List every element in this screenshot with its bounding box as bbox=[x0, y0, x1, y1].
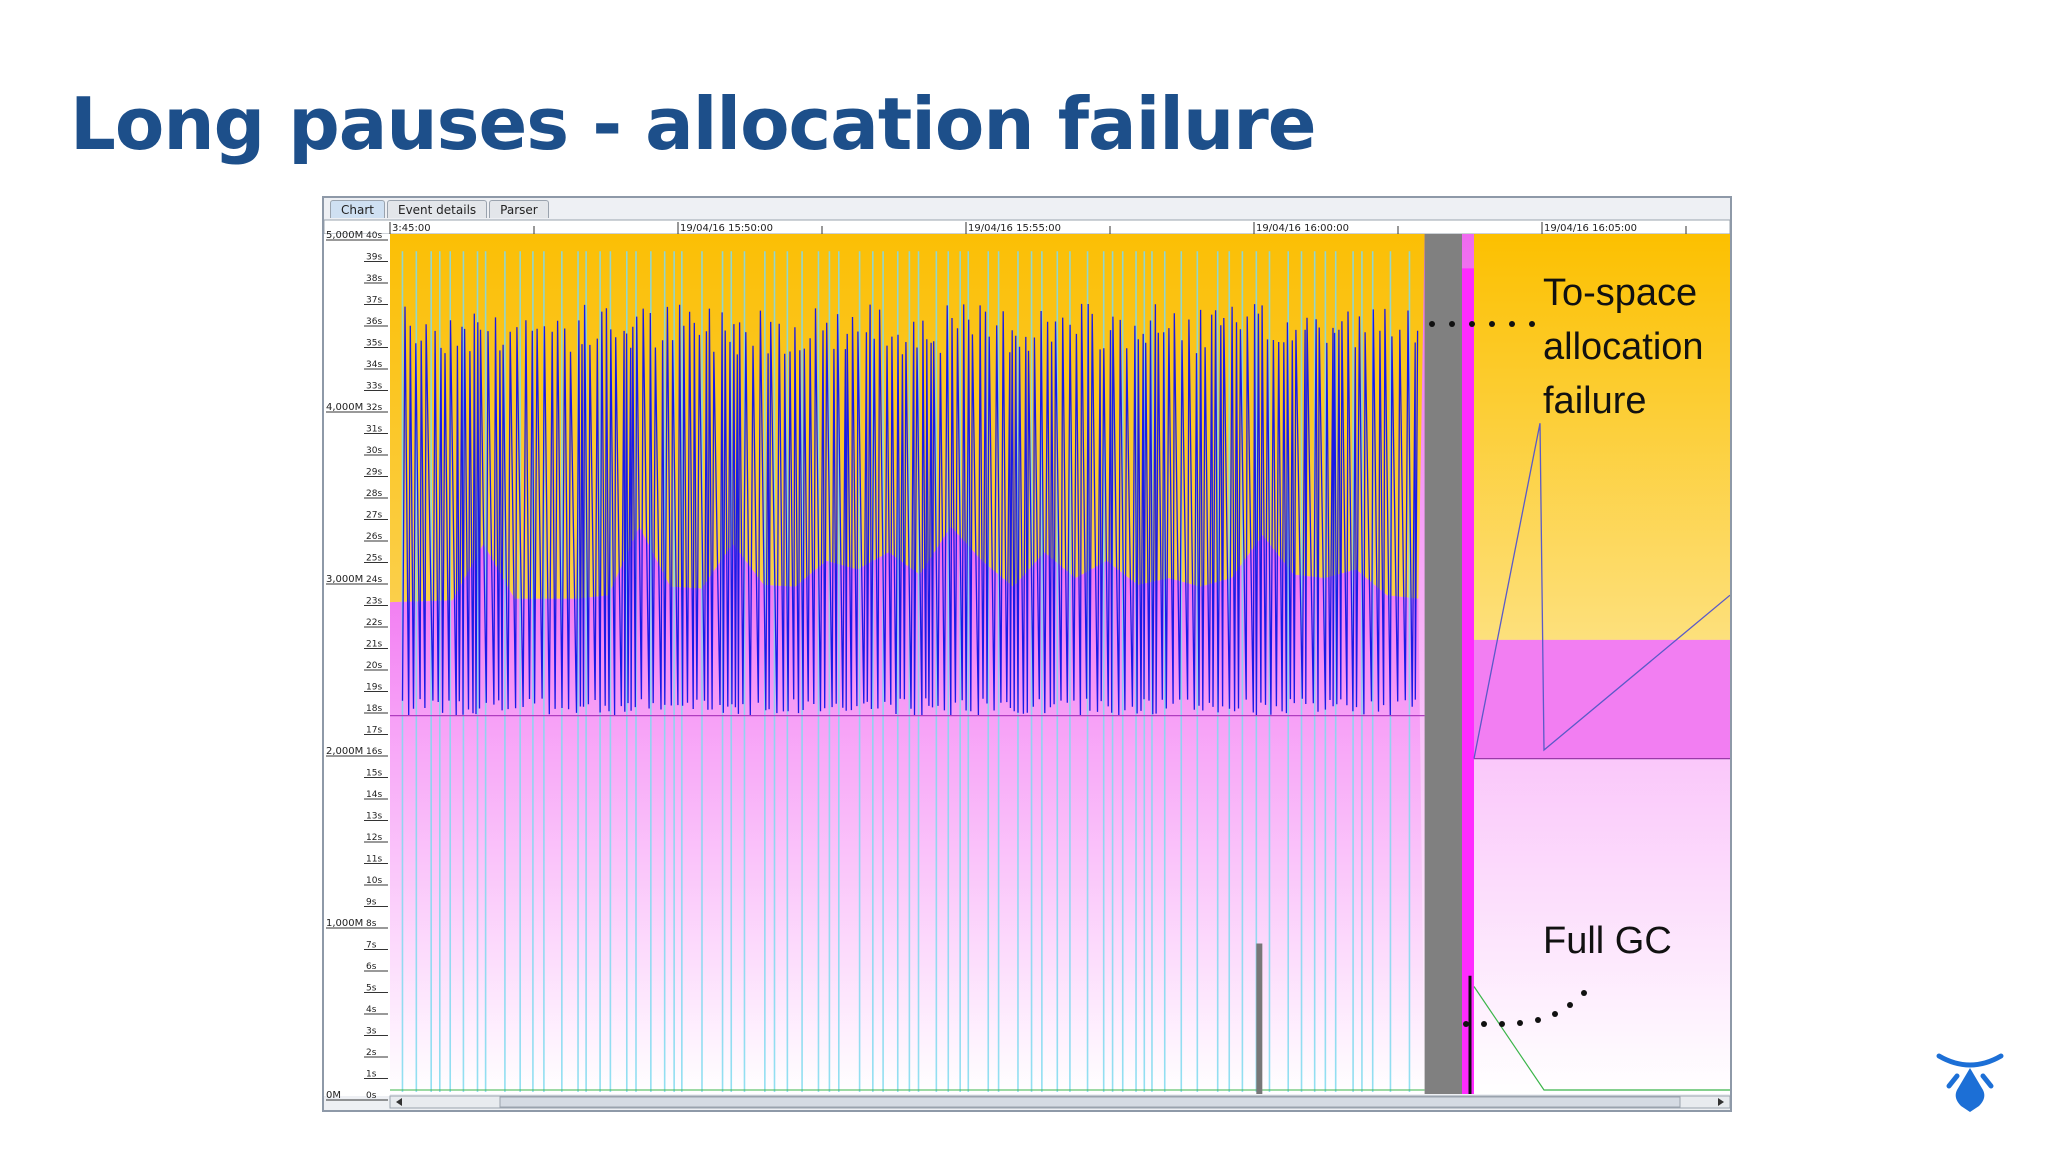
y-pause-tick-label: 18s bbox=[366, 704, 382, 714]
slide-title: Long pauses - allocation failure bbox=[70, 82, 1317, 166]
post-gc-region bbox=[1468, 234, 1730, 1094]
y-pause-tick-label: 21s bbox=[366, 640, 382, 650]
scrollbar-thumb[interactable] bbox=[499, 1096, 1681, 1108]
x-axis-ticks: 3:45:00 19/04/16 15:50:00 19/04/16 15:55:0… bbox=[389, 222, 1687, 234]
pause-series-line-right bbox=[1473, 423, 1730, 759]
y-pause-tick-label: 19s bbox=[366, 683, 382, 693]
y-pause-tick-label: 32s bbox=[366, 403, 382, 413]
x-tick-label: 19/04/16 16:00:00 bbox=[1256, 223, 1349, 234]
y-pause-tick-label: 29s bbox=[366, 468, 382, 478]
y-heap-tick-label: 1,000M bbox=[326, 918, 363, 929]
x-tick-label: 19/04/16 15:55:00 bbox=[968, 223, 1061, 234]
y-pause-tick-label: 37s bbox=[366, 296, 382, 306]
y-pause-tick-label: 0s bbox=[366, 1091, 377, 1101]
scroll-left-arrow[interactable] bbox=[396, 1098, 402, 1106]
full-gc-label: Full GC bbox=[1543, 920, 1672, 962]
full-gc-spike bbox=[1462, 268, 1474, 1094]
y-pause-tick-label: 31s bbox=[366, 425, 382, 435]
y-pause-tick-label: 25s bbox=[366, 554, 382, 564]
y-pause-tick-label: 28s bbox=[366, 489, 382, 499]
tab-parser[interactable]: Parser bbox=[489, 200, 549, 218]
y-pause-tick-label: 20s bbox=[366, 661, 382, 671]
x-tick-label: 19/04/16 15:50:00 bbox=[680, 223, 773, 234]
y-pause-tick-label: 1s bbox=[366, 1070, 377, 1080]
y-pause-tick-label: 24s bbox=[366, 575, 382, 585]
to-space-label-line2: allocation bbox=[1543, 326, 1704, 368]
y-pause-tick-label: 10s bbox=[366, 876, 382, 886]
y-pause-tick-label: 4s bbox=[366, 1005, 377, 1015]
small-pause-bar bbox=[1256, 943, 1263, 1094]
y-heap-tick-label: 2,000M bbox=[326, 746, 363, 757]
x-tick: 19/04/16 15:55:00 bbox=[965, 222, 1111, 234]
y-pause-tick-label: 34s bbox=[366, 360, 382, 370]
tab-event-details[interactable]: Event details bbox=[386, 200, 488, 218]
y-axis-ticks: 5,000M 4,000M 3,000M 2,000M 1,000M 0M 40s 39s 38… bbox=[326, 230, 388, 1101]
y-pause-tick-label: 30s bbox=[366, 446, 382, 456]
y-pause-tick-label: 26s bbox=[366, 532, 382, 542]
y-pause-tick-label: 12s bbox=[366, 833, 382, 843]
y-axis-strip bbox=[324, 234, 390, 1096]
scroll-right-arrow[interactable] bbox=[1718, 1098, 1724, 1106]
y-heap-tick-label: 5,000M bbox=[326, 230, 363, 241]
pause-lines bbox=[390, 303, 1425, 1091]
y-pause-tick-label: 35s bbox=[366, 339, 382, 349]
tab-bar: Chart Event details Parser bbox=[330, 200, 551, 220]
x-tick: 19/04/16 16:00:00 bbox=[1253, 222, 1399, 234]
y-heap-tick-label: 3,000M bbox=[326, 574, 363, 585]
y-pause-tick-label: 7s bbox=[366, 941, 377, 951]
tab-chart[interactable]: Chart bbox=[330, 200, 385, 218]
full-gc-band bbox=[1424, 234, 1462, 1094]
pause-series-line bbox=[401, 303, 1419, 716]
plot-area bbox=[390, 234, 1730, 1094]
to-space-label-line1: To-space bbox=[1543, 272, 1698, 314]
x-tick: 19/04/16 15:50:00 bbox=[677, 222, 823, 234]
y-pause-tick-label: 13s bbox=[366, 812, 382, 822]
y-pause-tick-label: 15s bbox=[366, 769, 382, 779]
horizontal-scrollbar[interactable] bbox=[389, 1095, 1730, 1109]
y-pause-tick-label: 14s bbox=[366, 790, 382, 800]
y-pause-tick-label: 2s bbox=[366, 1048, 377, 1058]
y-pause-tick-label: 27s bbox=[366, 511, 382, 521]
x-tick: 3:45:00 bbox=[389, 222, 535, 234]
y-heap-tick-label: 0M bbox=[326, 1090, 341, 1101]
x-tick-label: 19/04/16 16:05:00 bbox=[1544, 223, 1637, 234]
y-pause-tick-label: 5s bbox=[366, 984, 377, 994]
y-pause-tick-label: 8s bbox=[366, 919, 377, 929]
y-pause-tick-label: 11s bbox=[366, 855, 382, 865]
y-pause-tick-label: 40s bbox=[366, 231, 382, 241]
young-gen-area-right bbox=[1474, 639, 1730, 759]
old-gen-area-right bbox=[1474, 234, 1730, 640]
x-tick: 19/04/16 16:05:00 bbox=[1541, 222, 1687, 234]
x-tick-label: 3:45:00 bbox=[392, 223, 431, 234]
y-pause-tick-label: 6s bbox=[366, 962, 377, 972]
gc-chart: 3:45:00 19/04/16 15:50:00 19/04/16 15:55:0… bbox=[324, 219, 1730, 1109]
y-pause-tick-label: 3s bbox=[366, 1027, 377, 1037]
y-pause-tick-label: 38s bbox=[366, 274, 382, 284]
y-pause-tick-label: 23s bbox=[366, 597, 382, 607]
y-pause-tick-label: 17s bbox=[366, 726, 382, 736]
y-pause-tick-label: 9s bbox=[366, 898, 377, 908]
gc-viewer-window: Chart Event details Parser 3:45:00 19/04/… bbox=[322, 196, 1732, 1112]
y-heap-tick-label: 4,000M bbox=[326, 402, 363, 413]
y-pause-tick-label: 36s bbox=[366, 317, 382, 327]
y-pause-tick-label: 22s bbox=[366, 618, 382, 628]
green-line-right bbox=[1473, 986, 1730, 1091]
y-pause-tick-label: 16s bbox=[366, 747, 382, 757]
y-pause-tick-label: 33s bbox=[366, 382, 382, 392]
to-space-label-line3: failure bbox=[1543, 380, 1647, 422]
atlassian-logo-icon bbox=[1936, 1053, 2004, 1112]
y-pause-tick-label: 39s bbox=[366, 253, 382, 263]
